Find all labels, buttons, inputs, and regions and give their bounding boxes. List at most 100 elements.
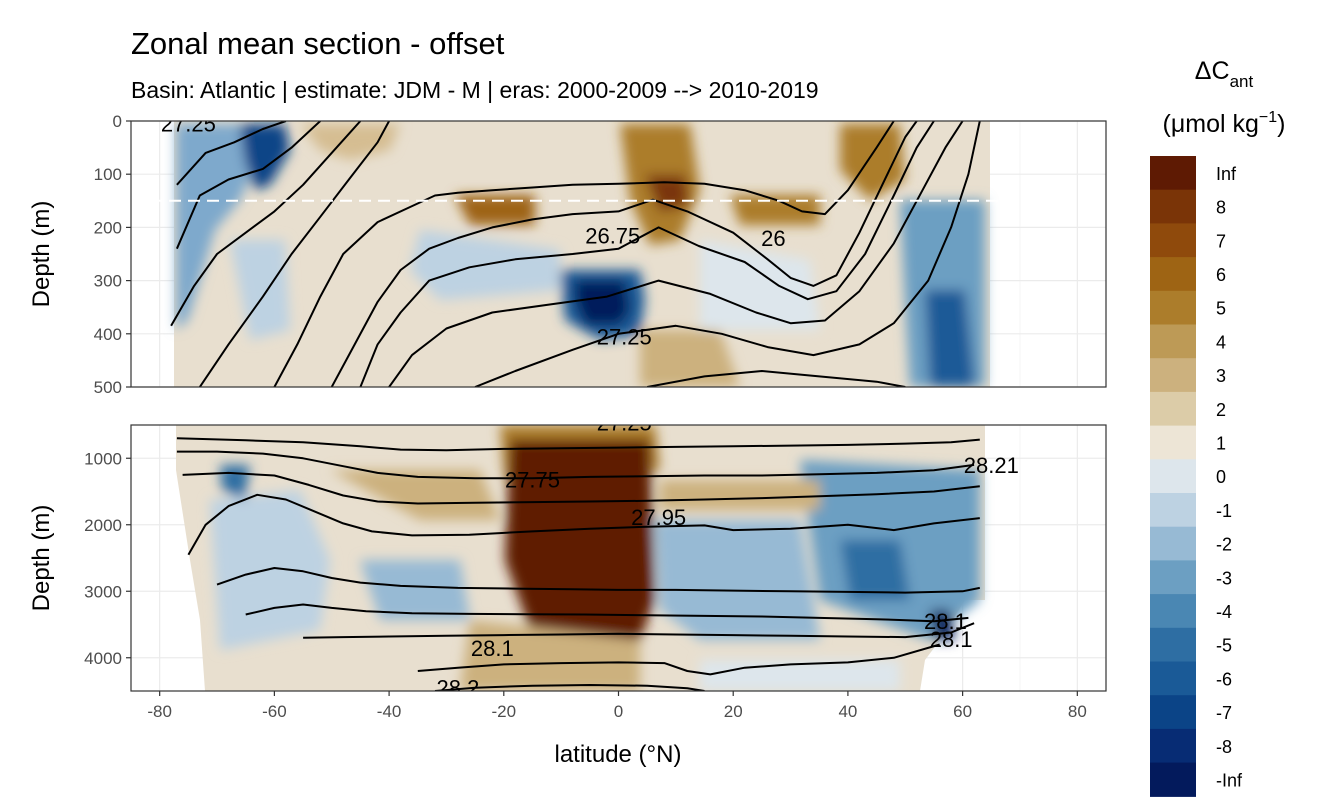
upper-panel-border [130, 120, 1107, 388]
upper-panel: 27.25 26.75 26 27.25 0 100 200 300 400 500 [94, 112, 1107, 397]
y-axis-label-upper: Depth (m) [28, 201, 55, 308]
x-tick-label: 40 [838, 702, 857, 721]
legend-labels: Inf 8 7 6 5 4 3 2 1 0 -1 -2 -3 -4 -5 -6 -7 -8 -Inf [1216, 164, 1243, 791]
y-tick-label: 400 [94, 325, 122, 344]
isopycnal-line [359, 121, 935, 387]
y-tick-label: 300 [94, 272, 122, 291]
contour-label: 28.1 [924, 609, 967, 634]
lower-field-positive-band-east [660, 480, 820, 510]
contour-label: 26.75 [585, 223, 640, 248]
legend-unit: (μmol kg−1) [1163, 109, 1286, 138]
legend-swatch [1150, 560, 1196, 595]
legend-label: Inf [1216, 164, 1237, 184]
y-tick-label: 0 [113, 112, 122, 131]
isopycnal-line [187, 493, 980, 556]
upper-field-weak-negative [230, 240, 290, 340]
legend-label: -7 [1216, 703, 1232, 723]
isopycnal-line [330, 121, 918, 387]
legend-swatch [1150, 290, 1196, 326]
y-tick-label: 100 [94, 165, 122, 184]
y-tick-label: 200 [94, 218, 122, 237]
x-tick-label: -40 [377, 702, 402, 721]
legend-swatch [1150, 762, 1196, 797]
isopycnal-line [388, 121, 964, 387]
legend-swatch [1150, 257, 1196, 292]
upper-field-near-zero-east [700, 240, 820, 330]
isopycnal-line [303, 622, 975, 639]
legend-label: -4 [1216, 602, 1232, 622]
isopycnal-line [175, 121, 321, 250]
x-axis-label: latitude (°N) [555, 741, 682, 768]
legend-label: 1 [1216, 433, 1226, 453]
legend-label: 5 [1216, 299, 1226, 319]
legend-swatch [1150, 627, 1196, 663]
lower-panel-isopycnals [176, 437, 980, 691]
legend-label: 3 [1216, 366, 1226, 386]
lower-field-negative-east [655, 520, 820, 640]
x-tick-label: 80 [1068, 702, 1087, 721]
upper-field-positive-north [840, 124, 905, 200]
legend-swatch [1150, 594, 1196, 629]
legend-swatch [1150, 661, 1196, 696]
contour-label: 27.95 [631, 505, 686, 530]
contour-label: 28.1 [471, 636, 514, 661]
x-tick-label: 20 [724, 702, 743, 721]
contour-label: 27.25 [597, 324, 652, 349]
isopycnal-line [176, 450, 975, 480]
legend-label: -8 [1216, 737, 1232, 757]
isopycnal-line [434, 684, 705, 691]
y-tick-label: 1000 [84, 449, 122, 468]
x-tick-label: -20 [492, 702, 517, 721]
y-tick-label: 500 [94, 378, 122, 397]
upper-field-positive-deep [640, 330, 740, 387]
contour-label: 26 [761, 226, 785, 251]
legend-swatch [1150, 324, 1196, 359]
legend-swatch [1150, 358, 1196, 393]
legend-label: 0 [1216, 467, 1226, 487]
chart-title: Zonal mean section - offset [131, 26, 505, 61]
legend-label: -Inf [1216, 770, 1243, 790]
x-axis: -80 -60 -40 -20 0 20 40 60 80 [147, 691, 1087, 721]
legend-label: 7 [1216, 231, 1226, 251]
chart-subtitle: Basin: Atlantic | estimate: JDM - M | er… [131, 77, 819, 103]
isopycnal-line [647, 370, 906, 387]
isopycnal-line [273, 121, 895, 387]
y-axis-label-lower: Depth (m) [28, 505, 55, 612]
contour-label: 28.21 [964, 453, 1019, 478]
contour-label: 27.25 [597, 410, 652, 435]
isopycnal-line [417, 643, 940, 676]
isopycnal-line [176, 437, 980, 452]
isopycnal-line [245, 603, 969, 623]
lower-field-negative-southwest [360, 560, 470, 620]
legend-swatch [1150, 391, 1196, 427]
isopycnal-line [170, 121, 362, 327]
y-tick-label: 4000 [84, 649, 122, 668]
upper-field-strong-positive-equator [645, 175, 690, 212]
legend-label: -6 [1216, 669, 1232, 689]
legend-swatch [1150, 493, 1196, 528]
legend-label: 6 [1216, 265, 1226, 285]
lower-field-positive-deep [460, 620, 640, 691]
legend-label: -3 [1216, 568, 1232, 588]
legend-label: 2 [1216, 400, 1226, 420]
upper-panel-field [174, 121, 990, 387]
isopycnal-line [176, 121, 287, 186]
legend-swatch [1150, 156, 1196, 191]
lower-panel-y-axis: 1000 2000 3000 4000 [84, 449, 131, 668]
legend-swatch [1150, 223, 1196, 258]
lower-field-positive-band [330, 470, 500, 520]
contour-label: 27.25 [161, 112, 216, 137]
legend-swatch [1150, 728, 1196, 764]
legend-swatch [1150, 189, 1196, 224]
isopycnal-line [182, 471, 980, 505]
upper-field-positive-band-west [455, 195, 535, 225]
isopycnal-line [216, 567, 980, 594]
contour-label: 28.1 [930, 627, 973, 652]
legend-label: 8 [1216, 198, 1226, 218]
upper-field-core-negative-equator [575, 280, 630, 325]
legend-label: 4 [1216, 332, 1226, 352]
x-tick-label: 0 [614, 702, 623, 721]
contour-label: 27.75 [505, 468, 560, 493]
